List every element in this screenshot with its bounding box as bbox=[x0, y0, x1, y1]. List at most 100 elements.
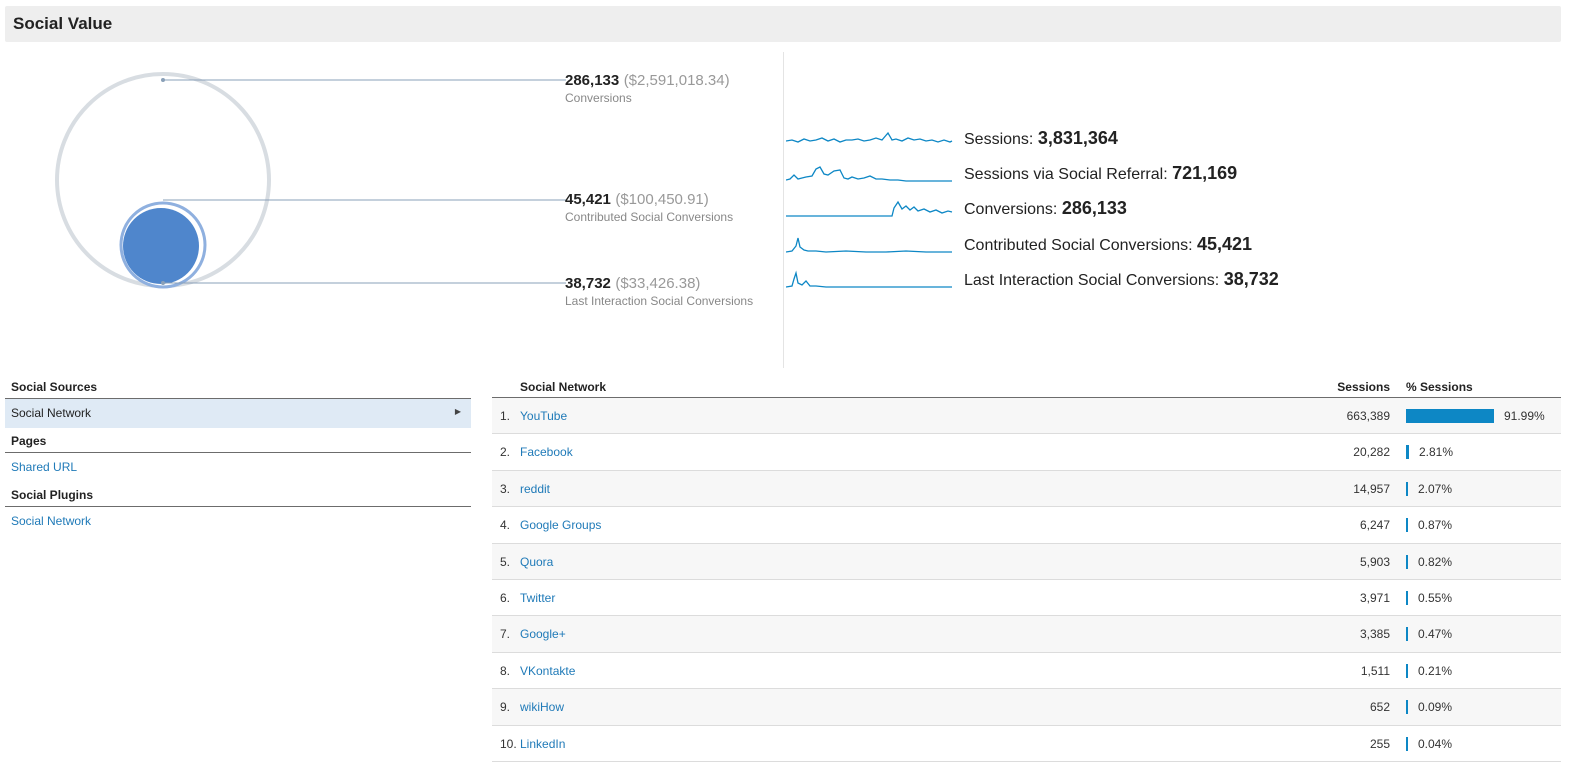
contributed-value: ($100,450.91) bbox=[615, 191, 709, 208]
nav-item-social-network[interactable]: Social Network ▶ bbox=[5, 399, 471, 428]
pct-sessions-cell: 0.82% bbox=[1418, 554, 1453, 569]
network-link[interactable]: VKontakte bbox=[520, 663, 576, 678]
sessions-cell: 1,511 bbox=[1360, 663, 1390, 678]
nav-group-social-plugins: Social Plugins Social Network bbox=[5, 486, 471, 536]
last-interaction-count: 38,732 bbox=[565, 275, 611, 292]
nav-group-social-sources: Social Sources Social Network ▶ bbox=[5, 378, 471, 428]
table-row: 3. reddit 14,957 2.07% bbox=[492, 470, 1561, 508]
last-interaction-metric-value: 38,732 bbox=[1223, 269, 1279, 289]
conversions-metric-label: Conversions: bbox=[964, 201, 1058, 218]
nav-item-label: Social Network bbox=[11, 406, 92, 420]
pct-sessions-cell: 0.09% bbox=[1418, 700, 1453, 715]
last-interaction-summary: 38,732 ($33,426.38) Last Interaction Soc… bbox=[565, 275, 753, 308]
contributed-social-label: Contributed Social Conversions: bbox=[964, 237, 1193, 254]
social-dimension-nav: Social Sources Social Network ▶ Pages Sh… bbox=[5, 378, 471, 540]
nav-group-pages: Pages Shared URL bbox=[5, 432, 471, 482]
pct-sessions-cell: 2.07% bbox=[1418, 481, 1453, 496]
sessions-share-bar bbox=[1406, 518, 1408, 533]
row-index: 8. bbox=[500, 663, 511, 678]
sessions-share-bar bbox=[1406, 409, 1494, 423]
sessions-sparkline bbox=[786, 131, 953, 143]
sessions-cell: 6,247 bbox=[1359, 518, 1390, 533]
sessions-cell: 5,903 bbox=[1359, 554, 1390, 569]
vertical-divider bbox=[783, 52, 784, 368]
contributed-social-summary: 45,421 ($100,450.91) Contributed Social … bbox=[565, 191, 733, 224]
table-row: 7. Google+ 3,385 0.47% bbox=[492, 616, 1561, 653]
conversions-metric-value: 286,133 bbox=[1061, 198, 1127, 218]
network-link[interactable]: Quora bbox=[520, 554, 554, 569]
sessions-share-bar bbox=[1406, 554, 1408, 569]
network-link[interactable]: reddit bbox=[520, 481, 551, 496]
table-row: 1. YouTube 663,389 91.99% bbox=[492, 398, 1561, 435]
pct-sessions-cell: 0.21% bbox=[1418, 663, 1453, 678]
social-network-table: Social Network Sessions % Sessions 1. You… bbox=[492, 378, 1561, 762]
pct-sessions-cell: 0.87% bbox=[1418, 518, 1453, 533]
sessions-share-bar bbox=[1406, 663, 1408, 678]
table-body: 1. YouTube 663,389 91.99% 2. Facebook 20,282 2.… bbox=[492, 398, 1561, 762]
row-index: 2. bbox=[500, 445, 511, 460]
conversion-venn-diagram bbox=[55, 72, 566, 289]
conversions-value: ($2,591,018.34) bbox=[623, 72, 730, 89]
nav-heading-social-sources: Social Sources bbox=[5, 378, 471, 399]
sessions-cell: 3,971 bbox=[1359, 590, 1390, 605]
last-interaction-sparkline bbox=[786, 270, 952, 288]
sessions-cell: 20,282 bbox=[1353, 445, 1390, 460]
table-row: 10. LinkedIn 255 0.04% bbox=[492, 726, 1561, 762]
col-header-social-network[interactable]: Social Network bbox=[520, 380, 607, 394]
network-link[interactable]: wikiHow bbox=[520, 700, 565, 715]
contributed-social-value: 45,421 bbox=[1197, 234, 1253, 254]
nav-heading-social-plugins: Social Plugins bbox=[5, 486, 471, 507]
leader-dot-conversions bbox=[161, 78, 165, 82]
row-index: 9. bbox=[500, 700, 511, 715]
network-link[interactable]: Google+ bbox=[520, 627, 566, 642]
table-header: Social Network Sessions % Sessions bbox=[492, 378, 1561, 398]
row-index: 5. bbox=[500, 554, 511, 569]
page-title: Social Value bbox=[13, 14, 113, 33]
sessions-value: 3,831,364 bbox=[1037, 128, 1118, 148]
last-interaction-circle bbox=[123, 208, 199, 284]
row-index: 3. bbox=[500, 481, 511, 496]
last-interaction-label: Last Interaction Social Conversions bbox=[565, 294, 754, 308]
sessions-cell: 3,385 bbox=[1359, 627, 1390, 642]
row-index: 6. bbox=[500, 590, 511, 605]
conversions-label: Conversions bbox=[565, 91, 632, 105]
table-row: 4. Google Groups 6,247 0.87% bbox=[492, 507, 1561, 544]
sessions-cell: 255 bbox=[1369, 736, 1390, 751]
sessions-share-bar bbox=[1406, 445, 1409, 460]
nav-item-shared-url[interactable]: Shared URL bbox=[11, 460, 78, 474]
network-link[interactable]: YouTube bbox=[520, 409, 568, 423]
last-interaction-metric-label: Last Interaction Social Conversions: bbox=[964, 272, 1220, 289]
sessions-share-bar bbox=[1406, 700, 1408, 715]
sessions-cell: 663,389 bbox=[1346, 409, 1390, 423]
table-row: 6. Twitter 3,971 0.55% bbox=[492, 580, 1561, 617]
col-header-sessions[interactable]: Sessions bbox=[1337, 380, 1390, 394]
conversions-summary: 286,133 ($2,591,018.34) Conversions bbox=[565, 72, 730, 105]
table-row: 9. wikiHow 652 0.09% bbox=[492, 689, 1561, 726]
row-index: 10. bbox=[500, 736, 517, 751]
last-interaction-value: ($33,426.38) bbox=[615, 275, 701, 292]
sessions-share-bar bbox=[1406, 590, 1408, 605]
row-index: 7. bbox=[500, 627, 511, 642]
sessions-share-bar bbox=[1406, 736, 1408, 751]
pct-sessions-cell: 0.47% bbox=[1418, 627, 1453, 642]
leader-dot-last-interaction bbox=[161, 281, 165, 285]
section-header: Social Value bbox=[5, 6, 1561, 42]
network-link[interactable]: Facebook bbox=[520, 445, 573, 460]
conversions-count: 286,133 bbox=[565, 72, 620, 89]
row-index: 4. bbox=[500, 518, 511, 533]
sessions-share-bar bbox=[1406, 481, 1408, 496]
nav-item-plugins-social-network[interactable]: Social Network bbox=[11, 514, 92, 528]
sessions-share-bar bbox=[1406, 627, 1408, 642]
social-referral-value: 721,169 bbox=[1172, 163, 1238, 183]
network-link[interactable]: LinkedIn bbox=[520, 736, 566, 751]
network-link[interactable]: Twitter bbox=[520, 590, 556, 605]
contributed-social-sparkline bbox=[786, 237, 952, 253]
conversions-sparkline bbox=[786, 200, 953, 217]
table-row: 8. VKontakte 1,511 0.21% bbox=[492, 653, 1561, 690]
sessions-label: Sessions: bbox=[964, 131, 1034, 148]
col-header-pct-sessions[interactable]: % Sessions bbox=[1406, 380, 1473, 394]
sessions-cell: 652 bbox=[1369, 700, 1390, 715]
network-link[interactable]: Google Groups bbox=[520, 518, 602, 533]
pct-sessions-cell: 91.99% bbox=[1504, 409, 1545, 423]
table-row: 2. Facebook 20,282 2.81% bbox=[492, 434, 1561, 471]
